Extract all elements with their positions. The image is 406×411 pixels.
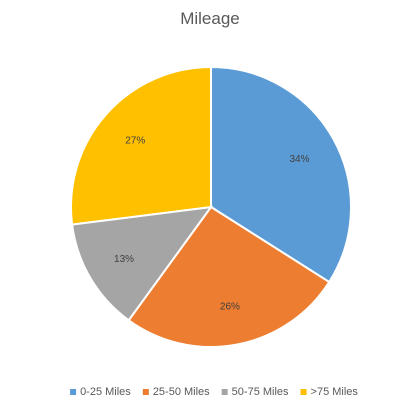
legend-label-2: 25-50 Miles (153, 386, 210, 398)
pie-slice-2 (127, 205, 331, 348)
legend-swatch-4 (300, 389, 307, 395)
slice-label-2: 26% (220, 302, 240, 313)
legend-swatch-1 (70, 389, 77, 395)
legend-label-1: 0-25 Miles (80, 386, 131, 398)
pie-slice-labels: 34% 26% 13% 27% (114, 136, 310, 313)
legend-swatch-2 (142, 389, 149, 395)
slice-label-3: 13% (114, 254, 134, 265)
legend-item-1: 0-25 Miles (70, 386, 131, 398)
slice-label-1: 34% (289, 154, 309, 165)
legend-item-4: >75 Miles (300, 386, 359, 398)
legend: 0-25 Miles 25-50 Miles 50-75 Miles >75 Mile… (70, 386, 358, 398)
pie-slices (70, 65, 352, 348)
pie-slice-3 (70, 205, 214, 322)
slice-label-4: 27% (125, 136, 145, 147)
legend-item-2: 25-50 Miles (142, 386, 210, 398)
legend-swatch-3 (221, 389, 228, 395)
pie-slice-4 (70, 65, 212, 226)
legend-item-3: 50-75 Miles (221, 386, 289, 398)
chart-title: Mileage (180, 9, 240, 28)
legend-label-4: >75 Miles (311, 386, 359, 398)
legend-label-3: 50-75 Miles (232, 386, 289, 398)
